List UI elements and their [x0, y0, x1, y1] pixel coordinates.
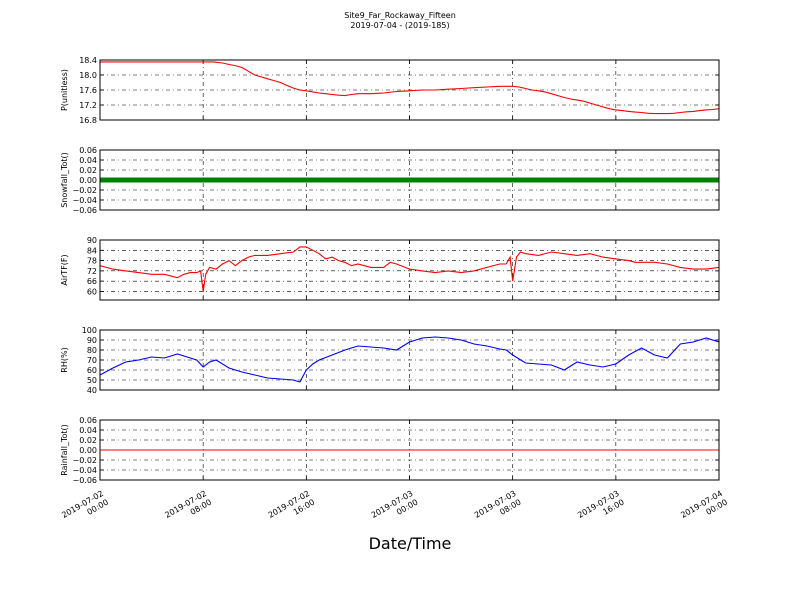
y-tick-label: 0.04	[79, 426, 97, 435]
y-axis-label: RH(%)	[60, 347, 69, 372]
panel-pressure: 16.8 17.2 17.6 18.0 18.4 P(unitless)	[60, 56, 720, 125]
y-axis-label: P(unitless)	[60, 69, 69, 111]
y-tick-label: 18.0	[79, 71, 97, 80]
y-tick-label: 0.02	[79, 436, 97, 445]
axes-frame	[99, 239, 720, 301]
y-tick-label: 0.00	[79, 176, 97, 185]
y-tick-label: 90	[87, 336, 97, 345]
y-tick-label: 50	[87, 376, 97, 385]
y-tick-label: 17.6	[79, 86, 97, 95]
y-axis-label: AirTF(F)	[60, 254, 69, 285]
y-tick-label: 80	[87, 346, 97, 355]
y-tick-label: 18.4	[79, 56, 97, 65]
y-tick-label: 0.00	[79, 446, 97, 455]
y-tick-label: 78	[87, 257, 97, 266]
y-tick-label: 70	[87, 356, 97, 365]
panel-snowfall: −0.06−0.04−0.020.000.020.040.06 Snowfall_…	[60, 146, 720, 215]
y-tick-label: 17.2	[79, 101, 97, 110]
y-tick-label: 100	[82, 326, 97, 335]
y-tick-label: 0.06	[79, 416, 97, 425]
y-tick-label: −0.02	[72, 186, 97, 195]
y-tick-label: 72	[87, 267, 97, 276]
series-line-pressure	[100, 61, 719, 115]
axes-frame	[99, 59, 720, 121]
y-tick-label: −0.02	[72, 456, 97, 465]
axes-frame	[99, 149, 720, 211]
series-line-rh	[100, 336, 719, 383]
y-tick-label: 60	[87, 287, 97, 296]
chart-subtitle: 2019-07-04 - (2019-185)	[350, 21, 450, 30]
y-tick-label: −0.06	[72, 206, 97, 215]
axes-frame	[99, 329, 720, 391]
chart-title: Site9_Far_Rockaway_Fifteen	[344, 11, 456, 20]
y-axis-label: Rainfall_Tot()	[60, 424, 69, 476]
y-tick-label: 60	[87, 366, 97, 375]
y-tick-label: 0.06	[79, 146, 97, 155]
y-tick-label: 40	[87, 386, 97, 395]
y-tick-label: −0.04	[72, 196, 97, 205]
y-tick-label: 84	[87, 246, 97, 255]
y-axis-label: Snowfall_Tot()	[60, 152, 69, 208]
y-tick-label: −0.06	[72, 476, 97, 485]
panel-rainfall: −0.06−0.04−0.020.000.020.040.06 Rainfall_…	[60, 416, 720, 485]
y-tick-label: 90	[87, 236, 97, 245]
axes-frame	[99, 419, 720, 481]
y-tick-label: 0.04	[79, 156, 97, 165]
y-tick-label: 66	[87, 277, 97, 286]
y-tick-label: 16.8	[79, 116, 97, 125]
y-tick-label: −0.04	[72, 466, 97, 475]
y-tick-label: 0.02	[79, 166, 97, 175]
series-line-airtemp	[100, 246, 719, 292]
x-axis-label: Date/Time	[368, 534, 452, 553]
